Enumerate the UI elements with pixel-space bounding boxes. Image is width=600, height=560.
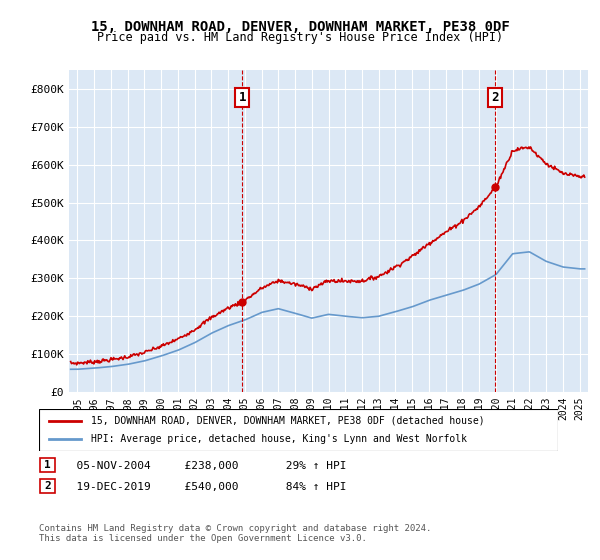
Text: 05-NOV-2004     £238,000       29% ↑ HPI: 05-NOV-2004 £238,000 29% ↑ HPI xyxy=(63,461,347,471)
Text: Price paid vs. HM Land Registry's House Price Index (HPI): Price paid vs. HM Land Registry's House … xyxy=(97,31,503,44)
FancyBboxPatch shape xyxy=(40,458,55,472)
Text: 2: 2 xyxy=(491,91,499,104)
FancyBboxPatch shape xyxy=(39,409,558,451)
Text: Contains HM Land Registry data © Crown copyright and database right 2024.
This d: Contains HM Land Registry data © Crown c… xyxy=(39,524,431,543)
Text: 1: 1 xyxy=(239,91,246,104)
Text: 15, DOWNHAM ROAD, DENVER, DOWNHAM MARKET, PE38 0DF: 15, DOWNHAM ROAD, DENVER, DOWNHAM MARKET… xyxy=(91,20,509,34)
FancyBboxPatch shape xyxy=(40,479,55,493)
Text: 2: 2 xyxy=(44,481,51,491)
Text: 19-DEC-2019     £540,000       84% ↑ HPI: 19-DEC-2019 £540,000 84% ↑ HPI xyxy=(63,482,347,492)
Text: 1: 1 xyxy=(44,460,51,470)
Text: 15, DOWNHAM ROAD, DENVER, DOWNHAM MARKET, PE38 0DF (detached house): 15, DOWNHAM ROAD, DENVER, DOWNHAM MARKET… xyxy=(91,416,485,426)
Text: HPI: Average price, detached house, King's Lynn and West Norfolk: HPI: Average price, detached house, King… xyxy=(91,434,467,444)
